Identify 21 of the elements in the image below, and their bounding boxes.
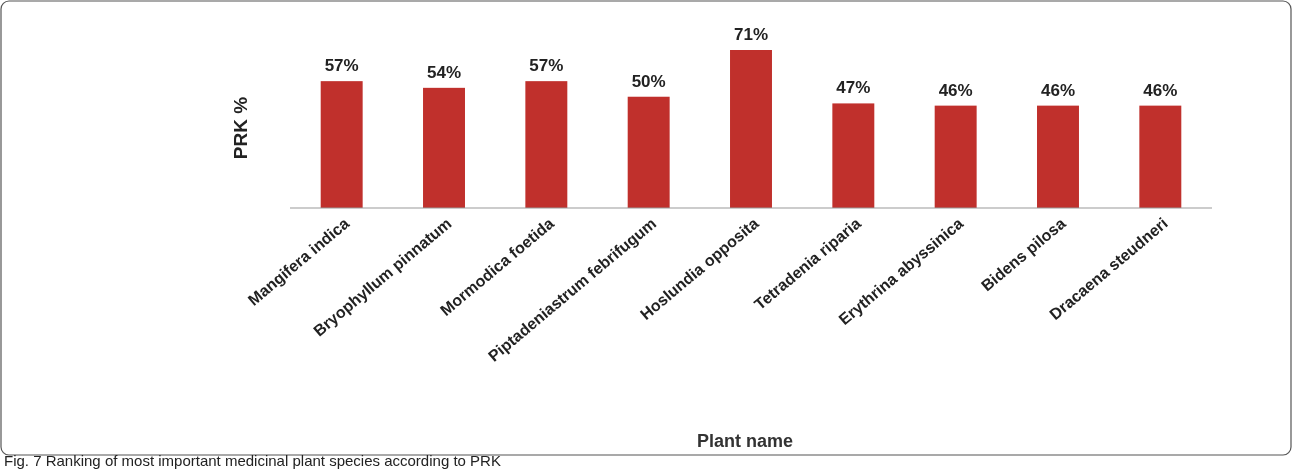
y-axis-title: PRK % (230, 96, 251, 160)
bar (1037, 105, 1079, 208)
bar (320, 81, 363, 208)
data-label: 46% (1040, 80, 1076, 100)
data-label: 54% (426, 62, 462, 82)
data-label: 46% (938, 80, 973, 100)
bar (627, 96, 670, 208)
bar (730, 50, 772, 208)
data-label: 46% (1143, 80, 1178, 100)
data-label: 50% (631, 71, 666, 91)
data-label: 57% (529, 56, 564, 76)
x-axis-title: Plant name (696, 431, 794, 451)
data-label: 47% (836, 78, 871, 98)
caption: Fig. 7 Ranking of most important medicinal plant species according to PRK (4, 452, 501, 469)
data-label: 71% (733, 25, 769, 44)
bar (934, 105, 977, 208)
bar (832, 103, 875, 208)
bar (1139, 105, 1182, 208)
data-label: 57% (324, 56, 359, 76)
bar (525, 81, 568, 208)
bar (423, 87, 465, 208)
